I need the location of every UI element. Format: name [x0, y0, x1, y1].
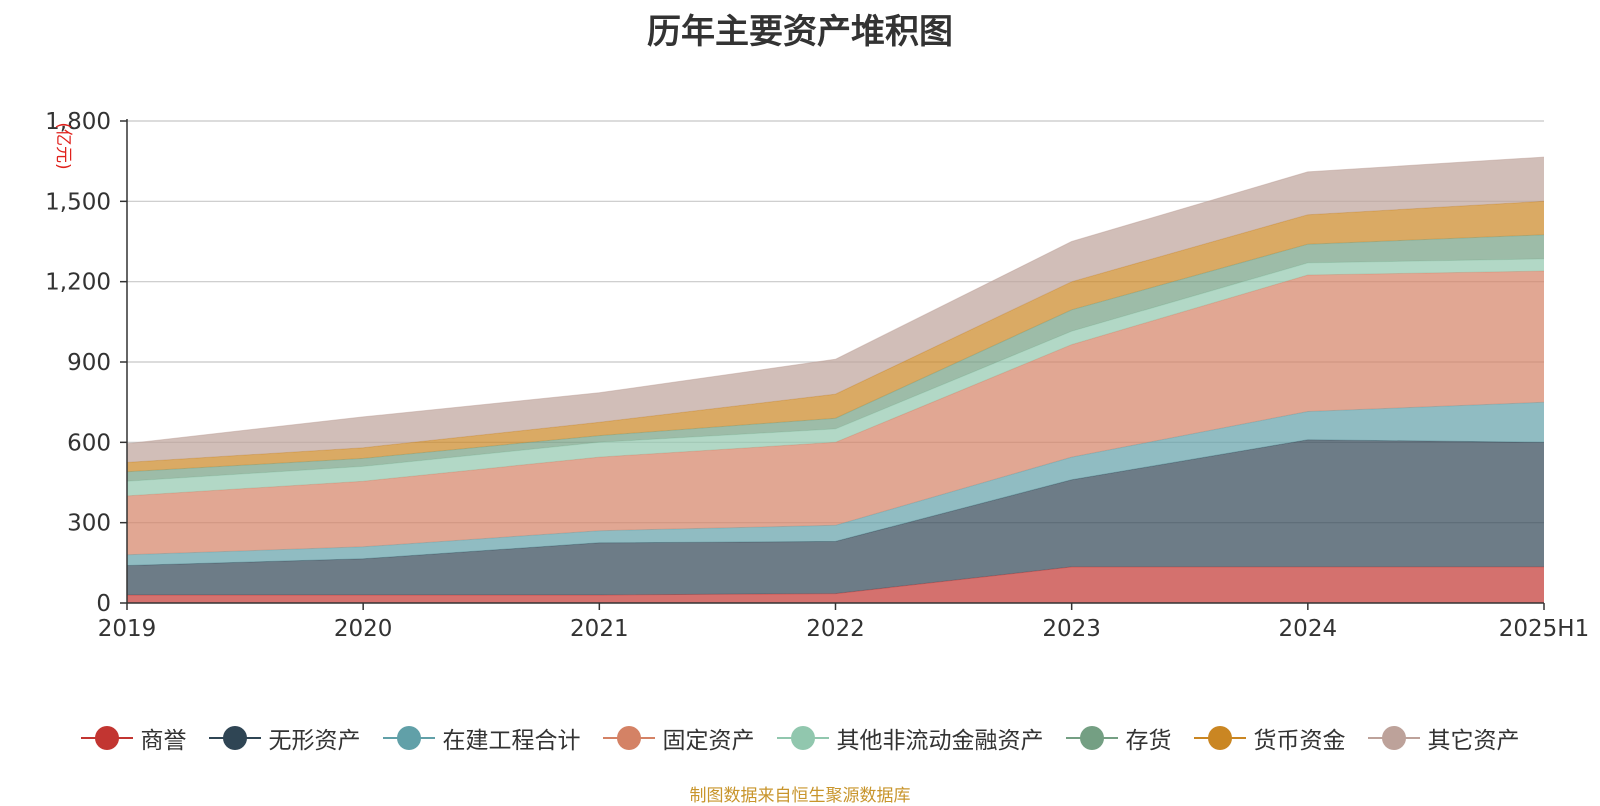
- legend-marker-icon: [1065, 726, 1118, 750]
- legend-marker-icon: [80, 726, 133, 750]
- area-series-在建工程合计[interactable]: [127, 402, 1544, 566]
- area-series-存货[interactable]: [127, 234, 1544, 482]
- area-series-商誉[interactable]: [127, 566, 1544, 603]
- series-line-其它资产: [126, 156, 1545, 445]
- legend-item-商誉[interactable]: 商誉: [80, 721, 187, 755]
- legend-marker-icon: [602, 726, 655, 750]
- legend-item-无形资产[interactable]: 无形资产: [208, 721, 361, 755]
- legend-marker-icon: [776, 726, 829, 750]
- y-tick-label: 1,800: [45, 109, 111, 135]
- area-series-其它资产[interactable]: [127, 157, 1544, 463]
- x-tick-label: 2023: [1042, 616, 1101, 642]
- area-series-货币资金[interactable]: [127, 201, 1544, 472]
- x-tick-label: 2025H1: [1499, 616, 1589, 642]
- x-tick-label: 2019: [98, 616, 157, 642]
- legend-item-固定资产[interactable]: 固定资产: [602, 721, 755, 755]
- legend-label: 其它资产: [1427, 728, 1520, 754]
- y-tick-label: 600: [67, 430, 111, 456]
- y-axis-unit-label: (亿元): [53, 122, 73, 169]
- source-note: 制图数据来自恒生聚源数据库: [689, 786, 911, 806]
- legend-label: 固定资产: [662, 728, 755, 754]
- x-tick-label: 2024: [1279, 616, 1338, 642]
- legend-marker-icon: [382, 726, 435, 750]
- legend-item-其它资产[interactable]: 其它资产: [1367, 721, 1520, 755]
- legend-label: 货币资金: [1253, 728, 1346, 754]
- legend-item-其他非流动金融资产[interactable]: 其他非流动金融资产: [776, 721, 1044, 755]
- legend-item-货币资金[interactable]: 货币资金: [1193, 721, 1346, 755]
- y-tick-label: 900: [67, 350, 111, 376]
- y-tick-label: 1,500: [45, 189, 111, 215]
- legend: 商誉 无形资产 在建工程合计 固定资产 其他非流动金融资产 存货 货币资金 其它资产: [0, 718, 1600, 758]
- legend-marker-icon: [1193, 726, 1246, 750]
- legend-label: 其他非流动金融资产: [836, 728, 1044, 754]
- legend-item-存货[interactable]: 存货: [1065, 721, 1172, 755]
- legend-label: 在建工程合计: [442, 728, 581, 754]
- chart-title: 历年主要资产堆积图: [647, 12, 953, 52]
- legend-label: 无形资产: [268, 728, 361, 754]
- legend-label: 存货: [1125, 728, 1172, 754]
- area-series-固定资产[interactable]: [127, 271, 1544, 555]
- x-tick-label: 2021: [570, 616, 629, 642]
- y-tick-label: 1,200: [45, 270, 111, 296]
- area-series-无形资产[interactable]: [127, 439, 1544, 595]
- legend-item-在建工程合计[interactable]: 在建工程合计: [382, 721, 581, 755]
- y-tick-label: 0: [96, 591, 111, 617]
- y-tick-label: 300: [67, 511, 111, 537]
- legend-marker-icon: [1367, 726, 1420, 750]
- x-tick-label: 2020: [334, 616, 393, 642]
- legend-label: 商誉: [140, 728, 187, 754]
- legend-marker-icon: [208, 726, 261, 750]
- x-tick-label: 2022: [806, 616, 865, 642]
